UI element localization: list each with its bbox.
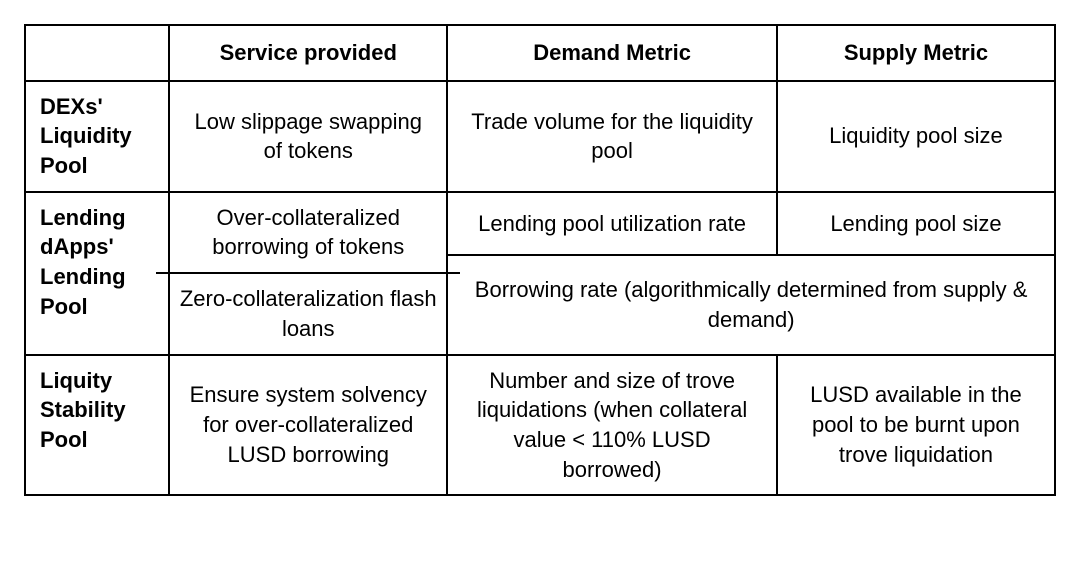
- cell-lending-merged-bottom: Borrowing rate (algorithmically determin…: [447, 255, 1055, 355]
- row-header-lending: Lending dApps' Lending Pool: [25, 192, 169, 355]
- header-demand: Demand Metric: [447, 25, 777, 81]
- row-header-liquity: Liquity Stability Pool: [25, 355, 169, 496]
- row-header-dex: DEXs' Liquidity Pool: [25, 81, 169, 192]
- cell-lending-service-top: Over-collateralized borrowing of tokens: [170, 193, 446, 272]
- header-supply: Supply Metric: [777, 25, 1055, 81]
- header-blank: [25, 25, 169, 81]
- cell-lending-service: Over-collateralized borrowing of tokens …: [169, 192, 447, 355]
- cell-lending-demand-top: Lending pool utilization rate: [447, 192, 777, 255]
- cell-liquity-supply: LUSD available in the pool to be burnt u…: [777, 355, 1055, 496]
- cell-liquity-service: Ensure system solvency for over-collater…: [169, 355, 447, 496]
- table-header-row: Service provided Demand Metric Supply Me…: [25, 25, 1055, 81]
- cell-dex-demand: Trade volume for the liquidity pool: [447, 81, 777, 192]
- cell-liquity-demand: Number and size of trove liquidations (w…: [447, 355, 777, 496]
- table-row: Lending dApps' Lending Pool Over-collate…: [25, 192, 1055, 255]
- defi-pools-table: Service provided Demand Metric Supply Me…: [24, 24, 1056, 496]
- cell-dex-service: Low slippage swapping of tokens: [169, 81, 447, 192]
- table-row: Liquity Stability Pool Ensure system sol…: [25, 355, 1055, 496]
- cell-lending-service-bottom: Zero-collateralization flash loans: [156, 272, 460, 353]
- cell-lending-supply-top: Lending pool size: [777, 192, 1055, 255]
- header-service: Service provided: [169, 25, 447, 81]
- cell-dex-supply: Liquidity pool size: [777, 81, 1055, 192]
- table-row: DEXs' Liquidity Pool Low slippage swappi…: [25, 81, 1055, 192]
